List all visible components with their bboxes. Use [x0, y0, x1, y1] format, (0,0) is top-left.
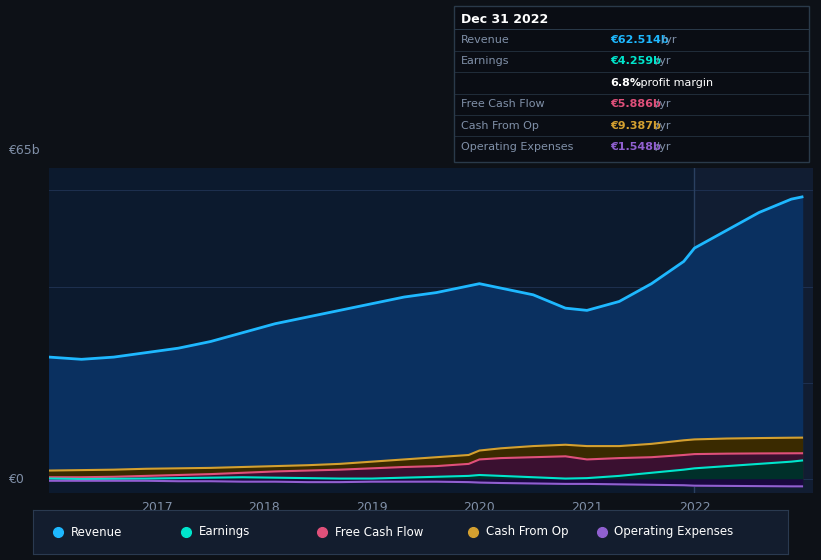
Text: €1.548b: €1.548b [610, 142, 661, 152]
Text: /yr: /yr [652, 57, 671, 66]
Text: 6.8%: 6.8% [610, 78, 641, 88]
Text: Operating Expenses: Operating Expenses [461, 142, 573, 152]
Text: Free Cash Flow: Free Cash Flow [335, 525, 424, 539]
Text: €5.886b: €5.886b [610, 99, 661, 109]
Text: Revenue: Revenue [71, 525, 122, 539]
Text: €62.514b: €62.514b [610, 35, 669, 45]
Text: Cash From Op: Cash From Op [486, 525, 568, 539]
Text: profit margin: profit margin [637, 78, 713, 88]
Text: Operating Expenses: Operating Expenses [614, 525, 734, 539]
Text: /yr: /yr [652, 142, 671, 152]
Text: Revenue: Revenue [461, 35, 509, 45]
Text: €9.387b: €9.387b [610, 121, 661, 130]
Text: €65b: €65b [8, 144, 40, 157]
Text: /yr: /yr [658, 35, 677, 45]
Text: Earnings: Earnings [461, 57, 509, 66]
Bar [695, 168, 813, 493]
Text: Earnings: Earnings [199, 525, 250, 539]
Text: Cash From Op: Cash From Op [461, 121, 539, 130]
Text: €4.259b: €4.259b [610, 57, 661, 66]
Text: Free Cash Flow: Free Cash Flow [461, 99, 544, 109]
Text: /yr: /yr [652, 99, 671, 109]
Text: Dec 31 2022: Dec 31 2022 [461, 13, 548, 26]
Text: €0: €0 [8, 473, 24, 486]
Text: /yr: /yr [652, 121, 671, 130]
